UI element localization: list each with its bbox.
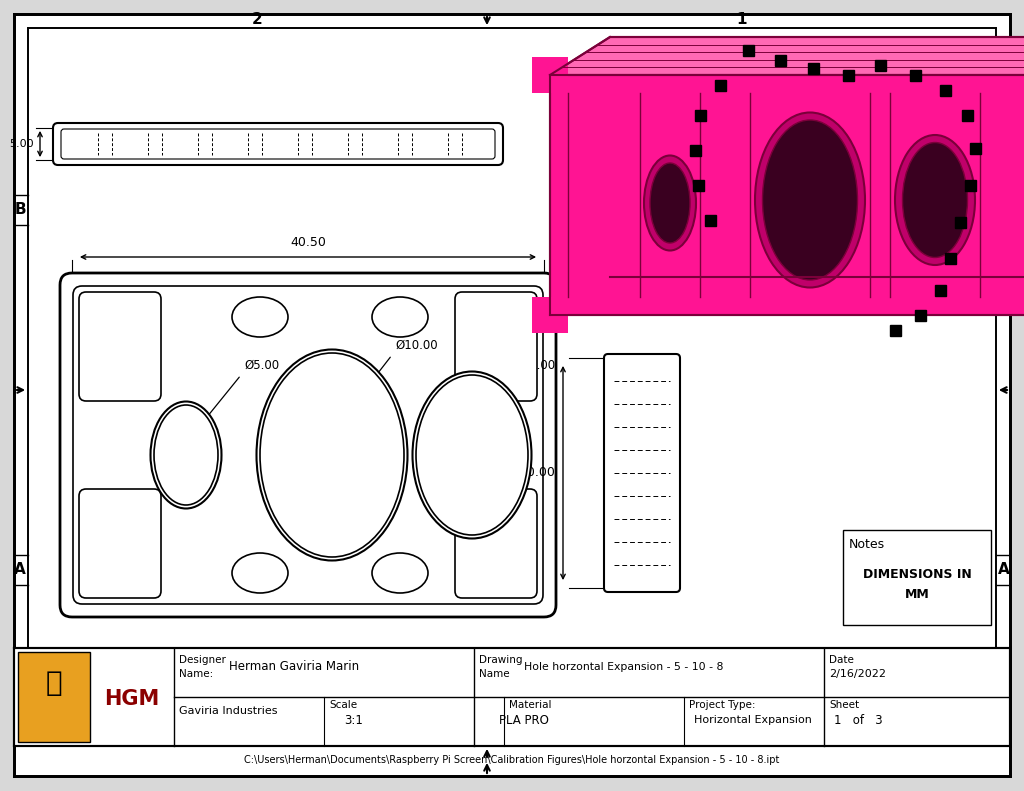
Text: Scale: Scale — [329, 700, 357, 710]
Ellipse shape — [372, 297, 428, 337]
Bar — [808, 62, 818, 74]
Bar — [939, 85, 950, 96]
Text: 1: 1 — [736, 13, 748, 28]
Bar — [935, 285, 945, 296]
Ellipse shape — [154, 405, 218, 505]
Text: 5.00: 5.00 — [9, 139, 35, 149]
Ellipse shape — [650, 163, 690, 243]
Text: DIMENSIONS IN: DIMENSIONS IN — [862, 569, 972, 581]
Bar — [909, 70, 921, 81]
Bar — [944, 252, 955, 263]
Ellipse shape — [902, 142, 968, 258]
FancyBboxPatch shape — [73, 286, 543, 604]
Ellipse shape — [644, 156, 696, 251]
Bar — [18, 652, 90, 742]
Bar — [715, 80, 725, 90]
FancyBboxPatch shape — [455, 489, 537, 598]
Ellipse shape — [416, 375, 528, 535]
Bar — [954, 217, 966, 228]
Text: Herman Gaviria Marin: Herman Gaviria Marin — [229, 660, 359, 673]
Text: Drawing: Drawing — [479, 655, 522, 665]
FancyBboxPatch shape — [455, 292, 537, 401]
Bar — [774, 55, 785, 66]
Text: MM: MM — [904, 589, 930, 601]
Bar — [843, 70, 853, 81]
Text: Hole horzontal Expansion - 5 - 10 - 8: Hole horzontal Expansion - 5 - 10 - 8 — [524, 662, 723, 672]
Bar — [532, 57, 568, 93]
Text: Horizontal Expansion: Horizontal Expansion — [694, 715, 812, 725]
Ellipse shape — [256, 350, 408, 561]
Bar — [965, 180, 976, 191]
Text: 40.50: 40.50 — [290, 236, 326, 249]
Text: Material: Material — [509, 700, 552, 710]
Text: B: B — [998, 202, 1010, 218]
Text: Designer: Designer — [179, 655, 226, 665]
Text: 2: 2 — [252, 13, 262, 28]
Text: 🐯: 🐯 — [46, 669, 62, 697]
Ellipse shape — [232, 297, 288, 337]
Text: 20.00: 20.00 — [519, 467, 555, 479]
Ellipse shape — [763, 120, 857, 280]
Text: HGM: HGM — [104, 689, 160, 709]
Bar — [970, 142, 981, 153]
Text: A: A — [998, 562, 1010, 577]
Polygon shape — [550, 75, 1024, 315]
Ellipse shape — [895, 135, 975, 265]
Text: A: A — [14, 562, 26, 577]
Text: 3:1: 3:1 — [344, 713, 362, 726]
Text: PLA PRO: PLA PRO — [499, 713, 549, 726]
Text: Sheet: Sheet — [829, 700, 859, 710]
Bar — [742, 44, 754, 55]
Text: Ø8.00: Ø8.00 — [520, 359, 555, 372]
Ellipse shape — [151, 402, 221, 509]
FancyBboxPatch shape — [604, 354, 680, 592]
Bar — [962, 109, 973, 120]
Text: Date: Date — [829, 655, 854, 665]
Text: Notes: Notes — [849, 538, 885, 551]
Text: Gaviria Industries: Gaviria Industries — [179, 706, 278, 716]
Bar — [532, 297, 568, 333]
Ellipse shape — [372, 553, 428, 593]
Text: 1   of   3: 1 of 3 — [834, 713, 883, 726]
Ellipse shape — [232, 553, 288, 593]
Text: C:\Users\Herman\Documents\Raspberry Pi Screen\Calibration Figures\Hole horzontal: C:\Users\Herman\Documents\Raspberry Pi S… — [245, 755, 779, 765]
FancyBboxPatch shape — [60, 273, 556, 617]
FancyBboxPatch shape — [53, 123, 503, 165]
Bar — [843, 530, 991, 625]
Text: Ø10.00: Ø10.00 — [395, 339, 437, 352]
FancyBboxPatch shape — [79, 489, 161, 598]
Bar — [694, 109, 706, 120]
Bar — [705, 214, 716, 225]
Bar — [689, 145, 700, 156]
Bar — [890, 324, 900, 335]
Text: Project Type:: Project Type: — [689, 700, 756, 710]
Text: Name: Name — [479, 669, 510, 679]
FancyBboxPatch shape — [79, 292, 161, 401]
Text: Ø5.00: Ø5.00 — [244, 359, 280, 372]
Bar — [14, 648, 1010, 746]
Text: B: B — [14, 202, 26, 218]
Bar — [914, 309, 926, 320]
Ellipse shape — [260, 353, 404, 557]
Ellipse shape — [413, 372, 531, 539]
Text: 2/16/2022: 2/16/2022 — [829, 669, 886, 679]
Bar — [874, 59, 886, 70]
Ellipse shape — [755, 112, 865, 287]
Polygon shape — [550, 37, 1024, 75]
Text: Name:: Name: — [179, 669, 213, 679]
Bar — [692, 180, 703, 191]
FancyBboxPatch shape — [61, 129, 495, 159]
